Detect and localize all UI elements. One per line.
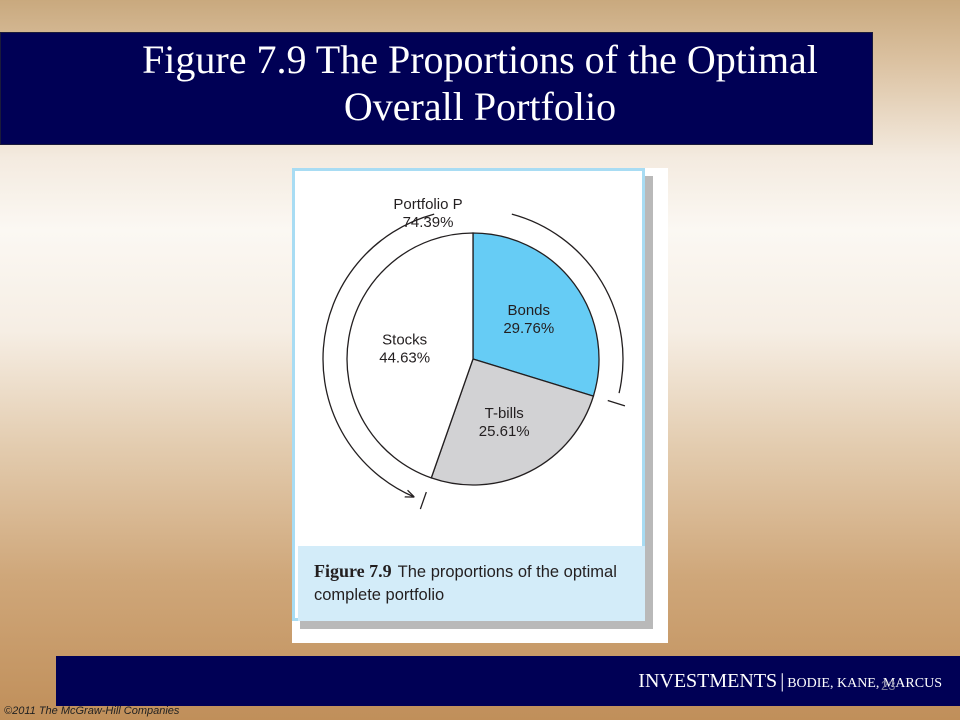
footer-bar: INVESTMENTS | BODIE, KANE, MARCUS	[56, 656, 960, 706]
caption-text: The proportions of the optimal complete …	[314, 563, 617, 604]
slide-title: Figure 7.9 The Proportions of the Optima…	[142, 37, 818, 129]
pie-slice-t-bills	[430, 358, 595, 486]
page-number: 23	[881, 678, 896, 693]
portfolio-label: Portfolio P	[393, 196, 462, 213]
portfolio-value: 74.39%	[403, 214, 454, 231]
slice-value-t-bills: 25.61%	[479, 423, 530, 440]
arc-end-tick-right	[607, 399, 626, 407]
footer-authors: BODIE, KANE, MARCUS	[787, 676, 942, 691]
arc-end-tick-left	[419, 491, 427, 510]
title-bar	[0, 32, 873, 145]
caption-label: Figure 7.9	[314, 561, 392, 581]
slice-label-stocks: Stocks	[382, 331, 427, 348]
pie-slice-bonds	[472, 232, 600, 397]
pie-slices	[346, 232, 600, 486]
slice-label-bonds: Bonds	[507, 302, 550, 319]
footer-title: INVESTMENTS	[638, 670, 778, 692]
slice-label-t-bills: T-bills	[485, 405, 524, 422]
figure-caption: Figure 7.9 The proportions of the optimal…	[314, 560, 634, 607]
copyright: ©2011 The McGraw-Hill Companies	[4, 705, 180, 717]
slice-value-stocks: 44.63%	[379, 349, 430, 366]
figure-frame: Portfolio P 74.39% Bonds 29.76% T-bills 25.…	[292, 168, 668, 643]
caption-box: Figure 7.9 The proportions of the optimal…	[298, 546, 645, 621]
footer-text: INVESTMENTS | BODIE, KANE, MARCUS	[638, 670, 942, 693]
slice-value-bonds: 29.76%	[503, 320, 554, 337]
footer-separator: |	[780, 670, 785, 692]
pie-slice-stocks	[346, 232, 474, 479]
portfolio-p-arc	[322, 213, 624, 497]
figure-panel: Portfolio P 74.39% Bonds 29.76% T-bills 25.…	[292, 168, 645, 621]
